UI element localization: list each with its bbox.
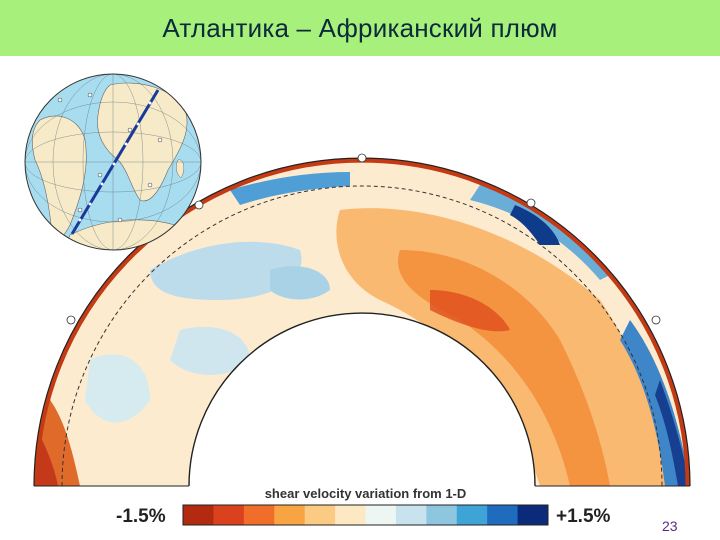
colorbar-swatch: [335, 505, 366, 525]
colorbar-title: shear velocity variation from 1-D: [264, 486, 467, 501]
colorbar-frame: [182, 504, 549, 526]
colorbar-swatch: [243, 505, 275, 525]
colorbar-min-label: -1.5%: [116, 506, 166, 527]
colorbar: [183, 505, 549, 525]
slide-title: Атлантика – Африканский плюм: [162, 12, 558, 43]
colorbar-swatch: [183, 505, 214, 525]
title-bar: Атлантика – Африканский плюм: [0, 0, 720, 56]
colorbar-swatch: [365, 505, 397, 525]
colorbar-swatch: [426, 505, 458, 525]
inset-globe: [24, 73, 202, 251]
surface-marker: [526, 198, 536, 208]
shell-inner-boundary: [188, 312, 536, 487]
colorbar-swatch: [395, 505, 427, 525]
discontinuity-dashed-line: [61, 185, 663, 487]
colorbar-swatch: [304, 505, 336, 525]
colorbar-swatch: [456, 505, 488, 525]
surface-marker: [357, 153, 367, 163]
colorbar-swatch: [213, 505, 245, 525]
page-number: 23: [662, 518, 678, 534]
colorbar-swatch: [487, 505, 519, 525]
surface-marker: [651, 315, 661, 325]
colorbar-max-label: +1.5%: [556, 506, 611, 527]
colorbar-swatch: [517, 505, 549, 525]
surface-marker: [194, 200, 204, 210]
colorbar-swatch: [274, 505, 306, 525]
profile-line: [70, 89, 160, 235]
surface-marker: [66, 315, 76, 325]
